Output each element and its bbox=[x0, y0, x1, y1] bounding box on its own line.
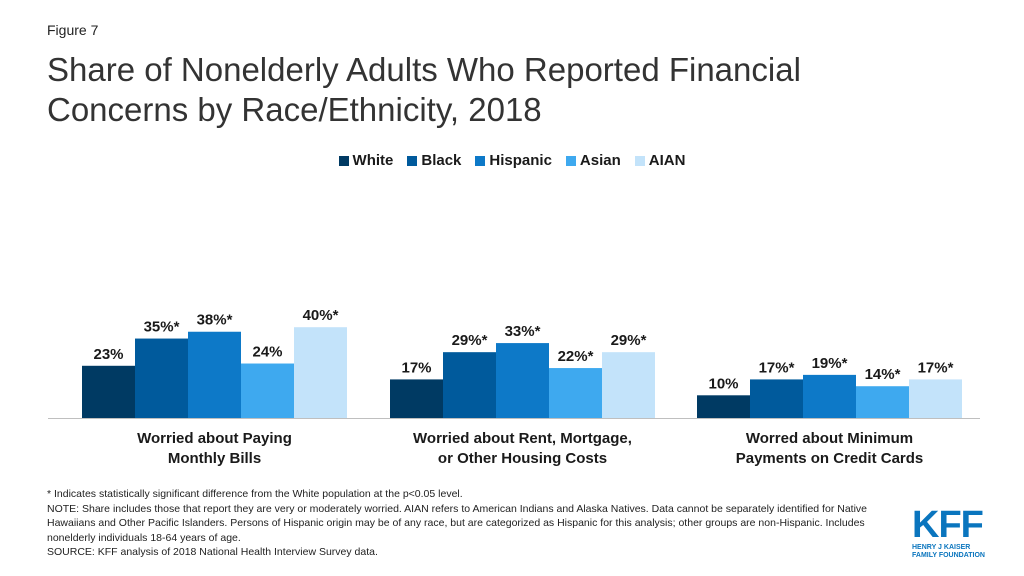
legend-label: Hispanic bbox=[489, 152, 552, 169]
legend-swatch bbox=[407, 155, 418, 166]
data-label: 19%* bbox=[812, 355, 848, 372]
data-label: 40%* bbox=[303, 307, 339, 324]
methodology-note: NOTE: Share includes those that report t… bbox=[47, 502, 867, 544]
legend-swatch bbox=[475, 155, 486, 166]
data-label: 38%* bbox=[197, 312, 233, 329]
chart-notes: * Indicates statistically significant di… bbox=[47, 487, 907, 560]
legend-item-aian: AIAN bbox=[634, 152, 686, 169]
bar-white-2 bbox=[390, 379, 443, 418]
legend-label: Asian bbox=[579, 152, 621, 169]
category-label: Worried about Paying bbox=[137, 430, 292, 447]
data-label: 33%* bbox=[505, 323, 541, 340]
significance-note: * Indicates statistically significant di… bbox=[47, 488, 463, 500]
source-note: SOURCE: KFF analysis of 2018 National He… bbox=[47, 546, 378, 558]
category-label: Monthly Bills bbox=[168, 450, 261, 467]
legend-item-black: Black bbox=[407, 152, 461, 169]
logo-line-1: HENRY J KAISER bbox=[912, 544, 971, 551]
legend-item-white: White bbox=[338, 152, 394, 169]
bar-aian-1 bbox=[294, 327, 347, 418]
data-label: 17%* bbox=[759, 359, 795, 376]
data-label: 35%* bbox=[144, 319, 180, 336]
data-label: 24% bbox=[252, 344, 282, 361]
chart-title: Share of Nonelderly Adults Who Reported … bbox=[47, 51, 801, 128]
data-label: 14%* bbox=[865, 366, 901, 383]
bar-aian-2 bbox=[602, 352, 655, 418]
data-label: 29%* bbox=[611, 332, 647, 349]
legend-label: AIAN bbox=[648, 152, 686, 169]
bar-aian-3 bbox=[909, 379, 962, 418]
legend-item-asian: Asian bbox=[565, 152, 621, 169]
bar-hispanic-1 bbox=[188, 331, 241, 418]
bar-hispanic-2 bbox=[496, 343, 549, 418]
bar-hispanic-3 bbox=[803, 374, 856, 418]
data-label: 23% bbox=[93, 346, 123, 363]
chart-legend: White Black Hispanic Asian AIAN bbox=[0, 152, 1024, 169]
bar-white-1 bbox=[82, 365, 135, 418]
bar-black-3 bbox=[750, 379, 803, 418]
bar-black-1 bbox=[135, 338, 188, 418]
legend-item-hispanic: Hispanic bbox=[475, 152, 552, 169]
data-label: 17% bbox=[401, 359, 431, 376]
legend-swatch bbox=[338, 155, 349, 166]
legend-swatch bbox=[565, 155, 576, 166]
data-label: 29%* bbox=[452, 332, 488, 349]
data-label: 10% bbox=[708, 375, 738, 392]
legend-label: Black bbox=[421, 152, 462, 169]
logo-mark: KFF bbox=[912, 504, 984, 546]
category-label: Payments on Credit Cards bbox=[736, 450, 924, 467]
figure-label: Figure 7 bbox=[47, 22, 99, 38]
bar-black-2 bbox=[443, 352, 496, 418]
bar-white-3 bbox=[697, 395, 750, 418]
data-label: 17%* bbox=[918, 359, 954, 376]
category-label: or Other Housing Costs bbox=[438, 450, 607, 467]
category-label: Worred about Minimum bbox=[746, 430, 913, 447]
category-label: Worried about Rent, Mortgage, bbox=[413, 430, 632, 447]
bar-chart: 23% 35%* 38%* 24% 40%* Worried about Paying Mo… bbox=[48, 307, 980, 467]
data-label: 22%* bbox=[558, 348, 594, 365]
legend-label: White bbox=[352, 152, 394, 169]
bar-asian-2 bbox=[549, 368, 602, 418]
legend-swatch bbox=[634, 155, 645, 166]
bar-asian-1 bbox=[241, 363, 294, 418]
kff-logo: KFF HENRY J KAISER FAMILY FOUNDATION bbox=[912, 506, 992, 560]
bar-asian-3 bbox=[856, 386, 909, 418]
logo-line-2: FAMILY FOUNDATION bbox=[912, 552, 985, 559]
